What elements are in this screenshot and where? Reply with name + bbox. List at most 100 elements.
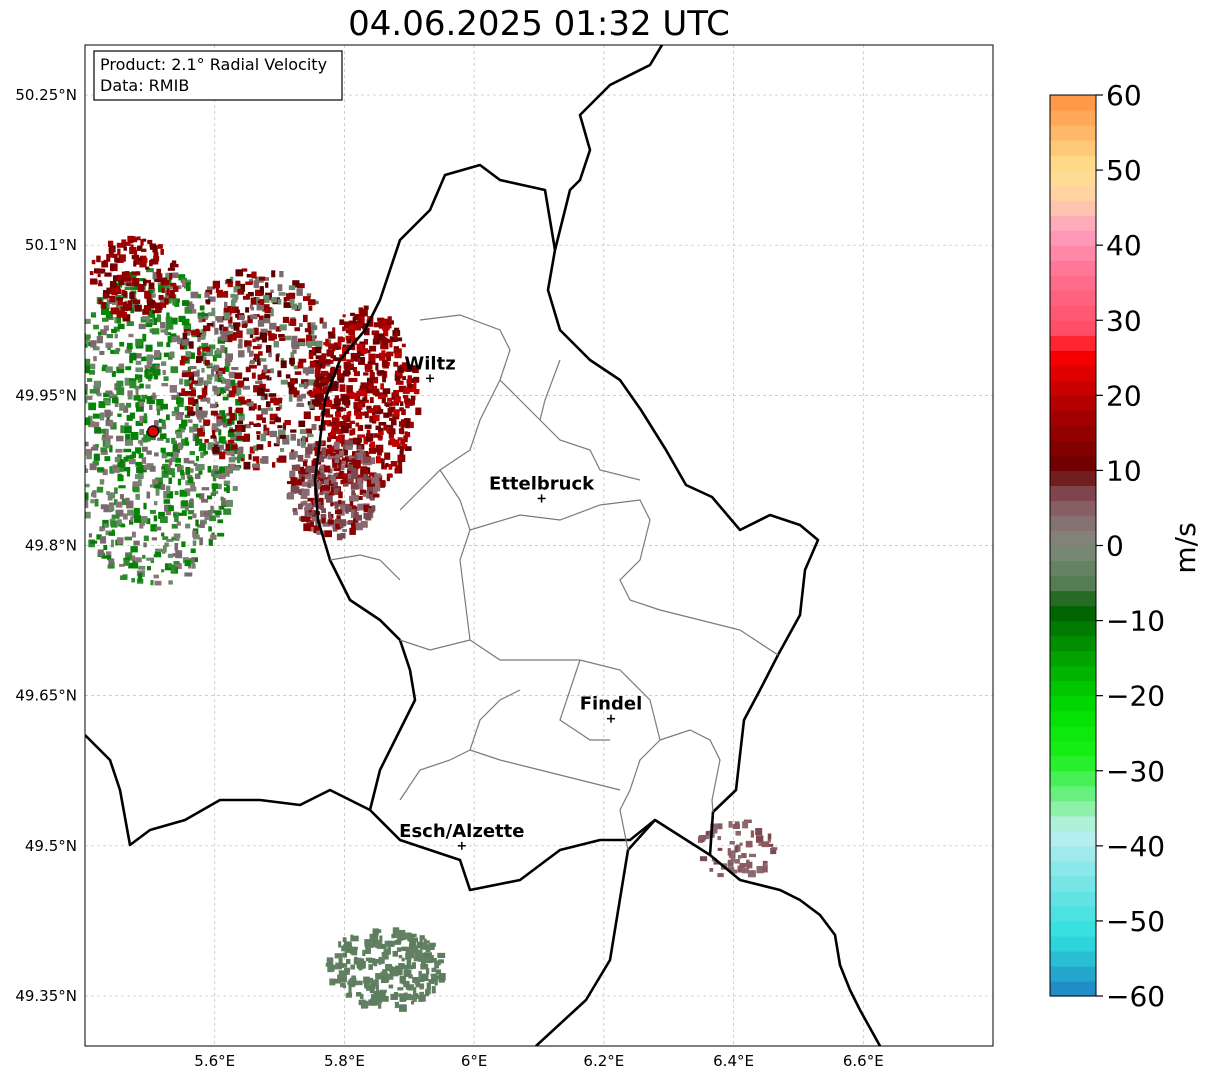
- echo-pixel: [189, 383, 193, 390]
- echo-pixel: [85, 383, 88, 391]
- echo-pixel: [265, 345, 272, 353]
- echo-pixel: [343, 483, 349, 487]
- echo-pixel: [171, 394, 179, 400]
- echo-pixel: [210, 435, 217, 439]
- echo-pixel: [133, 507, 140, 516]
- echo-pixel: [75, 426, 79, 430]
- echo-pixel: [133, 395, 141, 401]
- echo-pixel: [349, 420, 355, 425]
- echo-pixel: [161, 470, 169, 478]
- echo-pixel: [425, 992, 429, 997]
- echo-pixel: [173, 298, 180, 303]
- echo-pixel: [350, 483, 359, 490]
- echo-pixel: [201, 342, 209, 348]
- echo-pixel: [223, 480, 231, 485]
- echo-pixel: [360, 521, 368, 528]
- echo-pixel: [117, 323, 125, 330]
- axis-ticks: 5.6°E 5.8°E 6°E 6.2°E 6.4°E 6.6°E49.35°N49.5°…: [15, 86, 883, 1070]
- echo-pixel: [174, 515, 179, 522]
- echo-pixel: [301, 435, 306, 442]
- echo-pixel: [111, 514, 120, 519]
- echo-pixel: [382, 371, 387, 379]
- echo-pixel: [134, 374, 139, 380]
- echo-pixel: [108, 504, 115, 512]
- echo-pixel: [306, 519, 313, 526]
- echo-pixel: [340, 977, 345, 982]
- echo-pixel: [269, 421, 276, 425]
- echo-pixel: [395, 466, 400, 473]
- echo-pixel: [166, 538, 174, 542]
- echo-pixel: [366, 485, 375, 492]
- echo-pixel: [235, 269, 244, 277]
- echo-pixel: [313, 442, 321, 451]
- echo-pixel: [131, 531, 136, 538]
- echo-pixel: [168, 295, 176, 299]
- echo-pixel: [89, 363, 96, 370]
- echo-pixel: [123, 246, 127, 251]
- echo-pixel: [70, 434, 74, 438]
- echo-pixel: [338, 499, 342, 504]
- echo-pixel: [236, 309, 240, 314]
- echo-pixel: [734, 845, 739, 853]
- echo-pixel: [228, 322, 232, 328]
- echo-pixel: [215, 428, 220, 432]
- echo-pixel: [142, 333, 147, 342]
- echo-pixel: [259, 358, 267, 362]
- echo-pixel: [184, 306, 193, 314]
- echo-pixel: [340, 460, 347, 465]
- echo-pixel: [252, 345, 261, 350]
- echo-pixel: [353, 402, 361, 410]
- echo-pixel: [372, 997, 379, 1005]
- echo-pixel: [137, 399, 146, 403]
- echo-pixel: [231, 444, 238, 450]
- echo-pixel: [136, 406, 144, 412]
- echo-pixel: [242, 436, 250, 442]
- echo-pixel: [214, 510, 222, 515]
- echo-pixel: [263, 294, 270, 303]
- echo-pixel: [403, 969, 412, 977]
- echo-pixel: [130, 546, 138, 553]
- echo-pixel: [182, 332, 188, 340]
- echo-pixel: [320, 513, 327, 522]
- echo-pixel: [758, 841, 763, 846]
- echo-pixel: [122, 513, 128, 520]
- echo-pixel: [67, 475, 71, 480]
- echo-pixel: [262, 304, 270, 312]
- echo-pixel: [304, 506, 311, 511]
- echo-pixel: [219, 410, 226, 416]
- echo-pixel: [336, 428, 343, 434]
- echo-pixel: [67, 376, 73, 379]
- echo-pixel: [181, 372, 189, 378]
- echo-pixel: [135, 402, 139, 408]
- echo-pixel: [411, 962, 416, 969]
- echo-pixel: [119, 304, 123, 308]
- echo-pixel: [268, 393, 277, 397]
- echo-pixel: [108, 252, 114, 258]
- echo-pixel: [208, 538, 213, 546]
- echo-pixel: [380, 976, 388, 984]
- echo-pixel: [136, 466, 144, 474]
- echo-pixel: [92, 413, 100, 419]
- echo-pixel: [124, 377, 130, 386]
- echo-pixel: [119, 341, 125, 347]
- echo-pixel: [126, 321, 134, 326]
- echo-pixel: [149, 484, 155, 488]
- echo-pixel: [154, 580, 162, 586]
- echo-pixel: [205, 289, 213, 295]
- echo-pixel: [105, 342, 113, 348]
- echo-pixel: [411, 933, 417, 938]
- echo-pixel: [747, 870, 756, 878]
- echo-pixel: [204, 512, 209, 520]
- echo-pixel: [187, 510, 195, 515]
- echo-pixel: [122, 302, 128, 307]
- echo-pixel: [167, 468, 175, 475]
- echo-pixel: [272, 333, 277, 340]
- echo-pixel: [373, 334, 377, 342]
- echo-pixel: [135, 389, 139, 396]
- echo-pixel: [251, 271, 257, 279]
- echo-pixel: [369, 933, 377, 941]
- x-tick-label: 6.6°E: [843, 1052, 884, 1070]
- echo-pixel: [383, 323, 392, 329]
- echo-pixel: [396, 967, 403, 973]
- echo-pixel: [103, 428, 109, 437]
